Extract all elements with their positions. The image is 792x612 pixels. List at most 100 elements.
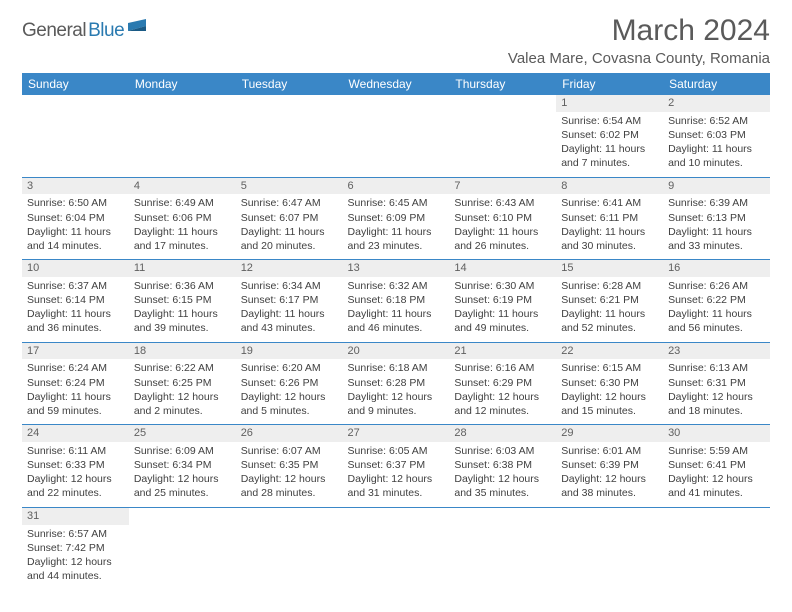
day-number: 25 [129,425,236,442]
sunrise-line: Sunrise: 6:09 AM [134,444,231,458]
daylight-line-1: Daylight: 12 hours [668,472,765,486]
sunrise-line: Sunrise: 6:20 AM [241,361,338,375]
sunset-line: Sunset: 6:26 PM [241,376,338,390]
sunrise-line: Sunrise: 6:41 AM [561,196,658,210]
sunset-line: Sunset: 6:18 PM [348,293,445,307]
day-cell: 20Sunrise: 6:18 AMSunset: 6:28 PMDayligh… [343,342,450,425]
day-number: 1 [556,95,663,112]
empty-cell [343,507,450,589]
sunset-line: Sunset: 6:14 PM [27,293,124,307]
empty-cell [129,95,236,177]
empty-cell [663,507,770,589]
daylight-line-1: Daylight: 11 hours [241,307,338,321]
day-number: 21 [449,343,556,360]
daylight-line-1: Daylight: 12 hours [348,472,445,486]
day-number: 19 [236,343,343,360]
daylight-line-1: Daylight: 12 hours [454,472,551,486]
sunrise-line: Sunrise: 6:30 AM [454,279,551,293]
sunrise-line: Sunrise: 6:28 AM [561,279,658,293]
sunset-line: Sunset: 6:38 PM [454,458,551,472]
sunset-line: Sunset: 6:02 PM [561,128,658,142]
day-cell: 9Sunrise: 6:39 AMSunset: 6:13 PMDaylight… [663,177,770,260]
day-number: 4 [129,178,236,195]
daylight-line-1: Daylight: 11 hours [134,225,231,239]
daylight-line-2: and 39 minutes. [134,321,231,335]
sunset-line: Sunset: 6:29 PM [454,376,551,390]
daylight-line-1: Daylight: 12 hours [561,472,658,486]
sunrise-line: Sunrise: 6:26 AM [668,279,765,293]
daylight-line-2: and 18 minutes. [668,404,765,418]
daylight-line-2: and 30 minutes. [561,239,658,253]
day-cell: 30Sunrise: 5:59 AMSunset: 6:41 PMDayligh… [663,425,770,508]
daylight-line-1: Daylight: 11 hours [668,307,765,321]
daylight-line-2: and 5 minutes. [241,404,338,418]
logo-text-blue: Blue [88,20,124,42]
daylight-line-1: Daylight: 11 hours [561,307,658,321]
empty-cell [556,507,663,589]
sunrise-line: Sunrise: 6:37 AM [27,279,124,293]
sunset-line: Sunset: 6:28 PM [348,376,445,390]
daylight-line-1: Daylight: 11 hours [27,390,124,404]
calendar-page: General Blue March 2024 Valea Mare, Cova… [0,0,792,603]
calendar-row: 31Sunrise: 6:57 AMSunset: 7:42 PMDayligh… [22,507,770,589]
daylight-line-2: and 25 minutes. [134,486,231,500]
sunrise-line: Sunrise: 6:16 AM [454,361,551,375]
day-number: 6 [343,178,450,195]
location: Valea Mare, Covasna County, Romania [508,50,770,67]
sunset-line: Sunset: 6:13 PM [668,211,765,225]
day-header: Thursday [449,73,556,95]
day-cell: 27Sunrise: 6:05 AMSunset: 6:37 PMDayligh… [343,425,450,508]
day-cell: 7Sunrise: 6:43 AMSunset: 6:10 PMDaylight… [449,177,556,260]
sunrise-line: Sunrise: 6:11 AM [27,444,124,458]
daylight-line-2: and 22 minutes. [27,486,124,500]
daylight-line-2: and 35 minutes. [454,486,551,500]
calendar-row: 24 Sunrise: 6:11 AMSunset: 6:33 PM Dayligh… [22,425,770,508]
header: General Blue March 2024 Valea Mare, Cova… [22,14,770,67]
empty-cell [449,507,556,589]
daylight-line-1: Daylight: 11 hours [561,142,658,156]
sunrise-line: Sunrise: 6:03 AM [454,444,551,458]
sunset-line: Sunset: 6:07 PM [241,211,338,225]
sunrise-line: Sunrise: 5:59 AM [668,444,765,458]
sunrise-line: Sunrise: 6:45 AM [348,196,445,210]
sunrise-line: Sunrise: 6:47 AM [241,196,338,210]
day-number: 23 [663,343,770,360]
sunrise-line: Sunrise: 6:54 AM [561,114,658,128]
daylight-line-1: Daylight: 11 hours [454,225,551,239]
daylight-line-1: Daylight: 12 hours [454,390,551,404]
day-cell: 11Sunrise: 6:36 AMSunset: 6:15 PMDayligh… [129,260,236,343]
day-cell: 3Sunrise: 6:50 AMSunset: 6:04 PMDaylight… [22,177,129,260]
sunset-line: Sunset: 6:33 PM [27,458,124,472]
day-cell: 26Sunrise: 6:07 AMSunset: 6:35 PMDayligh… [236,425,343,508]
day-cell: 12Sunrise: 6:34 AMSunset: 6:17 PMDayligh… [236,260,343,343]
day-number: 28 [449,425,556,442]
daylight-line-2: and 59 minutes. [27,404,124,418]
day-number: 18 [129,343,236,360]
day-number: 26 [236,425,343,442]
day-header: Saturday [663,73,770,95]
sunrise-line: Sunrise: 6:39 AM [668,196,765,210]
daylight-line-1: Daylight: 12 hours [241,390,338,404]
day-cell: 18Sunrise: 6:22 AMSunset: 6:25 PMDayligh… [129,342,236,425]
sunrise-line: Sunrise: 6:57 AM [27,527,124,541]
daylight-line-1: Daylight: 11 hours [348,307,445,321]
sunset-line: Sunset: 6:35 PM [241,458,338,472]
day-header: Sunday [22,73,129,95]
day-cell: 15Sunrise: 6:28 AMSunset: 6:21 PMDayligh… [556,260,663,343]
day-cell: 31Sunrise: 6:57 AMSunset: 7:42 PMDayligh… [22,507,129,589]
daylight-line-1: Daylight: 12 hours [561,390,658,404]
day-cell: 6Sunrise: 6:45 AMSunset: 6:09 PMDaylight… [343,177,450,260]
calendar-table: SundayMondayTuesdayWednesdayThursdayFrid… [22,73,770,589]
day-number: 30 [663,425,770,442]
sunset-line: Sunset: 6:09 PM [348,211,445,225]
day-number: 24 [22,425,129,442]
daylight-line-2: and 49 minutes. [454,321,551,335]
daylight-line-1: Daylight: 11 hours [454,307,551,321]
sunset-line: Sunset: 6:37 PM [348,458,445,472]
logo: General Blue [22,20,150,42]
calendar-row: 1 Sunrise: 6:54 AMSunset: 6:02 PMDaylight… [22,95,770,177]
day-number: 22 [556,343,663,360]
day-cell: 17Sunrise: 6:24 AMSunset: 6:24 PMDayligh… [22,342,129,425]
daylight-line-2: and 41 minutes. [668,486,765,500]
sunset-line: Sunset: 6:25 PM [134,376,231,390]
